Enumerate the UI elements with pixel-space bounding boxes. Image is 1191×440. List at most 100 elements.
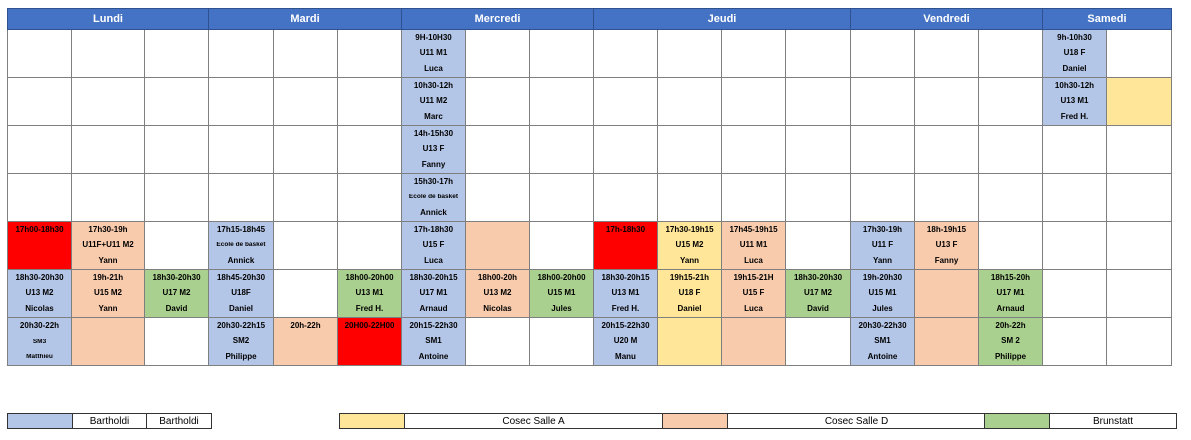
session-time: 18h45-20h30 [216, 273, 266, 282]
session-cell: 18h30-20h30 U13 M2 Nicolas [7, 269, 72, 318]
session-team: U13 M1 [355, 289, 384, 298]
session-cell: 17h30-19h U11F+U11 M2 Yann [71, 221, 145, 270]
session-cell: 18h00-20h U13 M2 Nicolas [465, 269, 530, 318]
session-team: Ecole de basket [408, 194, 459, 201]
empty-cell [785, 125, 851, 174]
session-team: U13 M2 [483, 289, 512, 298]
empty-cell [71, 77, 145, 126]
session-coach: Yann [872, 257, 893, 266]
empty-cell [785, 317, 851, 366]
empty-cell [785, 221, 851, 270]
empty-cell [1042, 269, 1107, 318]
session-time: 17h30-19h [862, 225, 903, 234]
session-coach: Annick [420, 208, 447, 217]
schedule-row: 10h30-12h U11 M2 Marc 10h30-12h U13 M1 Fred H… [7, 77, 1172, 126]
empty-cell [721, 125, 786, 174]
session-cell: 20h30-22h SM3 Matthieu [7, 317, 72, 366]
session-cell: 18h30-20h15 U17 M1 Arnaud [401, 269, 466, 318]
empty-cell [465, 173, 530, 222]
session-cell: 20h-22h [273, 317, 338, 366]
empty-cell [721, 77, 786, 126]
session-cell: 10h30-12h U11 M2 Marc [401, 77, 466, 126]
empty-cell [529, 173, 594, 222]
empty-cell [850, 173, 915, 222]
empty-cell [785, 173, 851, 222]
day-header: Jeudi [593, 8, 851, 30]
session-coach: Daniel [1062, 65, 1087, 74]
empty-cell [144, 221, 209, 270]
session-time: 17h30-19h15 [665, 225, 714, 234]
session-coach: Luca [744, 305, 763, 314]
empty-cell [657, 173, 722, 222]
empty-cell [1042, 317, 1107, 366]
session-coach: Yann [98, 257, 118, 266]
session-coach: Nicolas [25, 305, 54, 314]
empty-cell [529, 77, 594, 126]
empty-cell [465, 77, 530, 126]
session-cell: 14h-15h30 U13 F Fanny [401, 125, 466, 174]
empty-cell [529, 221, 594, 270]
session-time: 20h30-22h30 [858, 321, 907, 330]
session-team: U11 M2 [419, 97, 448, 106]
session-coach: Luca [424, 257, 443, 266]
empty-cell [914, 317, 979, 366]
session-time: 20h30-22h15 [216, 321, 266, 330]
session-time: 17h30-19h [88, 225, 128, 234]
session-team: U11 F [871, 241, 894, 250]
empty-cell [914, 29, 979, 78]
empty-cell [1106, 317, 1172, 366]
session-team: SM3 [32, 338, 47, 345]
empty-cell [850, 125, 915, 174]
session-cell: 17h00-18h30 [7, 221, 72, 270]
session-team: U15 M2 [675, 241, 704, 250]
session-cell: 18h15-20h U17 M1 Arnaud [978, 269, 1043, 318]
empty-cell [71, 173, 145, 222]
session-team: U15 M1 [547, 289, 576, 298]
session-coach: Jules [551, 305, 572, 314]
day-header: Mardi [208, 8, 402, 30]
session-time: 18h-19h15 [926, 225, 967, 234]
session-team: U18 F [1063, 49, 1086, 58]
legend-item: Cosec Salle D [662, 413, 986, 429]
day-header: Lundi [7, 8, 209, 30]
empty-cell [914, 125, 979, 174]
empty-cell [71, 125, 145, 174]
session-coach: Luca [744, 257, 763, 266]
session-time: 18h00-20h00 [345, 273, 394, 282]
session-coach: Antoine [867, 353, 898, 362]
session-team: U17 M2 [162, 289, 191, 298]
empty-cell [785, 29, 851, 78]
schedule-row: 14h-15h30 U13 F Fanny [7, 125, 1172, 174]
session-cell: 9h-10h30 U18 F Daniel [1042, 29, 1107, 78]
session-cell: 20h30-22h15 SM2 Philippe [208, 317, 274, 366]
empty-cell [785, 77, 851, 126]
session-cell: 20H00-22H00 [337, 317, 402, 366]
empty-cell [978, 221, 1043, 270]
session-coach: Philippe [225, 353, 257, 362]
session-coach: Annick [227, 256, 255, 265]
empty-cell [144, 125, 209, 174]
session-coach: Fred H. [355, 305, 384, 314]
session-time: 20h-22h [290, 322, 321, 330]
session-coach: Yann [98, 305, 118, 314]
session-time: 9h-10h30 [1057, 33, 1092, 42]
empty-cell [208, 77, 274, 126]
session-time: 20H00-22H00 [344, 322, 395, 330]
empty-cell [7, 173, 72, 222]
empty-cell [529, 125, 594, 174]
session-cell: 10h30-12h U13 M1 Fred H. [1042, 77, 1107, 126]
empty-cell [593, 29, 658, 78]
session-cell: 9H-10H30 U11 M1 Luca [401, 29, 466, 78]
empty-cell [465, 125, 530, 174]
session-cell: 19h15-21h U18 F Daniel [657, 269, 722, 318]
empty-cell [208, 173, 274, 222]
empty-cell [273, 221, 338, 270]
session-team: U11F+U11 M2 [82, 241, 134, 250]
session-time: 20h30-22h [19, 322, 60, 331]
session-time: 17h00-18h30 [15, 226, 64, 234]
empty-cell [337, 77, 402, 126]
empty-cell [337, 29, 402, 78]
session-coach: Antoine [418, 353, 449, 362]
empty-cell [657, 29, 722, 78]
empty-cell [657, 77, 722, 126]
